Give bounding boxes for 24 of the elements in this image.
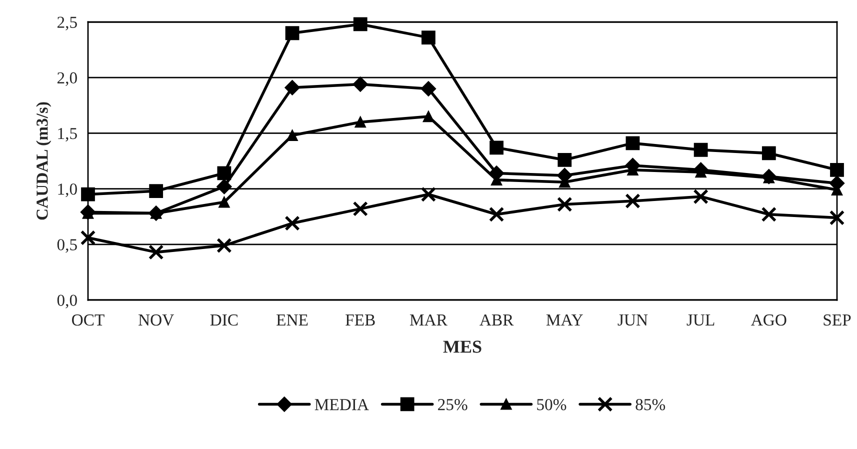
x-tick-label: JUL bbox=[686, 314, 714, 326]
y-tick-label: 2,5 bbox=[57, 16, 77, 30]
x-tick-label: SEP bbox=[824, 314, 851, 326]
x-tick-label: ABR bbox=[480, 314, 514, 326]
x-tick-label: ENE bbox=[276, 314, 308, 326]
x-tick-label: DIC bbox=[210, 314, 238, 326]
y-tick-label: 0,5 bbox=[57, 239, 77, 253]
x-tick-label: AGO bbox=[751, 314, 786, 326]
legend-label: MEDIA bbox=[314, 399, 369, 410]
y-tick-label: 1,5 bbox=[58, 128, 77, 142]
x-tick-label: FEB bbox=[346, 314, 375, 326]
x-tick-label: NOV bbox=[138, 314, 174, 326]
x-tick-label: JUN bbox=[618, 314, 648, 326]
x-tick-label: MAR bbox=[410, 314, 448, 326]
y-axis-title: CAUDAL (m3/s) bbox=[36, 102, 52, 220]
x-axis-title: MES bbox=[443, 340, 482, 353]
y-tick-label: 1,0 bbox=[58, 184, 77, 198]
x-tick-label: MAY bbox=[546, 314, 583, 326]
legend-label: 85% bbox=[636, 398, 666, 410]
y-tick-label: 0,0 bbox=[57, 294, 77, 308]
legend-label: 50% bbox=[537, 398, 566, 410]
legend-label: 25% bbox=[438, 398, 468, 410]
y-tick-label: 2,0 bbox=[57, 72, 77, 86]
x-tick-label: OCT bbox=[72, 314, 104, 326]
